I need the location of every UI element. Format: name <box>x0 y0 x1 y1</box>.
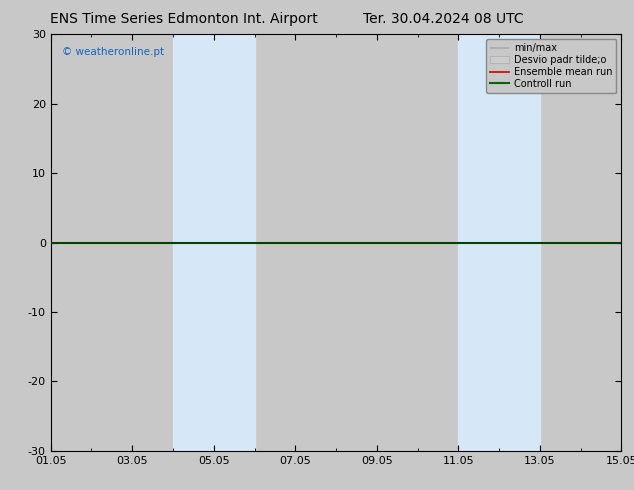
Text: Ter. 30.04.2024 08 UTC: Ter. 30.04.2024 08 UTC <box>363 12 524 26</box>
Bar <box>173 34 254 451</box>
Bar <box>458 34 540 451</box>
Legend: min/max, Desvio padr tilde;o, Ensemble mean run, Controll run: min/max, Desvio padr tilde;o, Ensemble m… <box>486 39 616 93</box>
Text: ENS Time Series Edmonton Int. Airport: ENS Time Series Edmonton Int. Airport <box>50 12 318 26</box>
Text: © weatheronline.pt: © weatheronline.pt <box>62 47 164 57</box>
